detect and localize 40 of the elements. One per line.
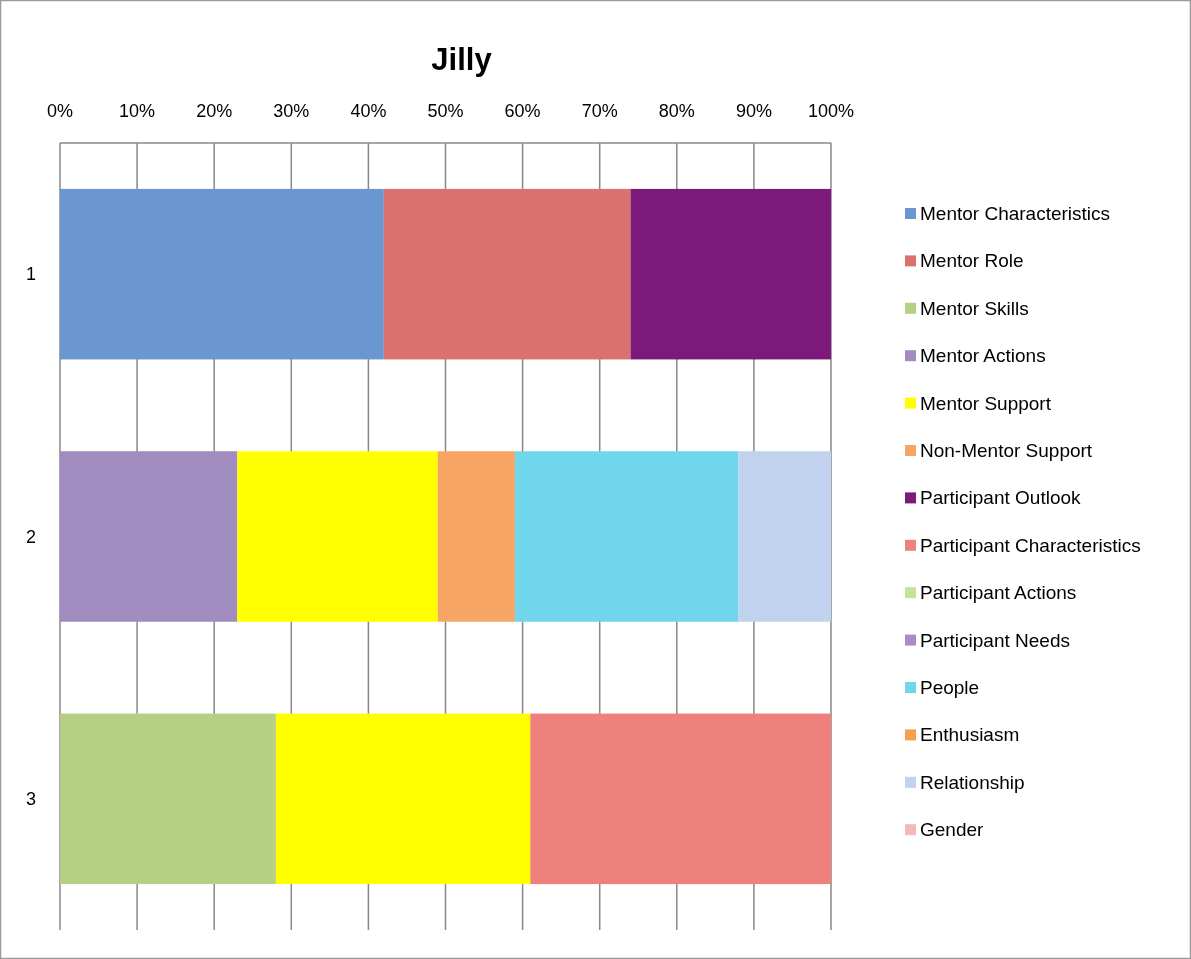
- bar: [383, 188, 631, 360]
- y-tick-label: 3: [25, 788, 36, 809]
- bar: [60, 451, 238, 622]
- x-tick-label: 80%: [658, 101, 695, 121]
- x-tick-label: 70%: [581, 101, 618, 121]
- legend-label: Participant Needs: [920, 629, 1070, 651]
- bar: [630, 188, 831, 360]
- y-tick-label: 2: [25, 526, 36, 547]
- legend-label: Participant Outlook: [920, 487, 1082, 509]
- legend-label: Mentor Characteristics: [920, 203, 1111, 224]
- legend-label: Mentor Support: [920, 392, 1052, 414]
- bar: [514, 451, 739, 622]
- x-tick-label: 90%: [735, 101, 772, 121]
- bar: [237, 451, 438, 622]
- bar: [275, 713, 531, 885]
- chart-title: Jilly: [431, 42, 493, 77]
- x-tick-label: 30%: [273, 101, 310, 121]
- x-tick-label: 0%: [46, 101, 74, 121]
- x-tick-label: 10%: [119, 101, 156, 121]
- legend-label: Participant Actions: [920, 582, 1077, 604]
- y-tick-label: 1: [25, 264, 36, 285]
- bar: [738, 451, 831, 622]
- bar: [60, 713, 276, 885]
- legend-label: Mentor Skills: [920, 297, 1029, 319]
- legend-label: Mentor Role: [920, 250, 1024, 272]
- legend-label: Enthusiasm: [920, 724, 1020, 746]
- x-tick-label: 100%: [807, 101, 855, 121]
- legend-label: People: [920, 677, 980, 698]
- legend-label: Mentor Actions: [920, 345, 1046, 367]
- legend-label: Gender: [920, 819, 985, 841]
- bar: [437, 451, 515, 622]
- legend-label: Non-Mentor Support: [920, 440, 1093, 461]
- bar: [530, 713, 831, 885]
- legend-label: Relationship: [920, 771, 1025, 793]
- x-tick-label: 20%: [196, 101, 233, 121]
- x-tick-label: 40%: [350, 101, 387, 121]
- bar: [60, 188, 384, 360]
- x-tick-label: 50%: [427, 101, 464, 121]
- legend-label: Participant Characteristics: [920, 534, 1141, 556]
- x-tick-label: 60%: [504, 101, 541, 121]
